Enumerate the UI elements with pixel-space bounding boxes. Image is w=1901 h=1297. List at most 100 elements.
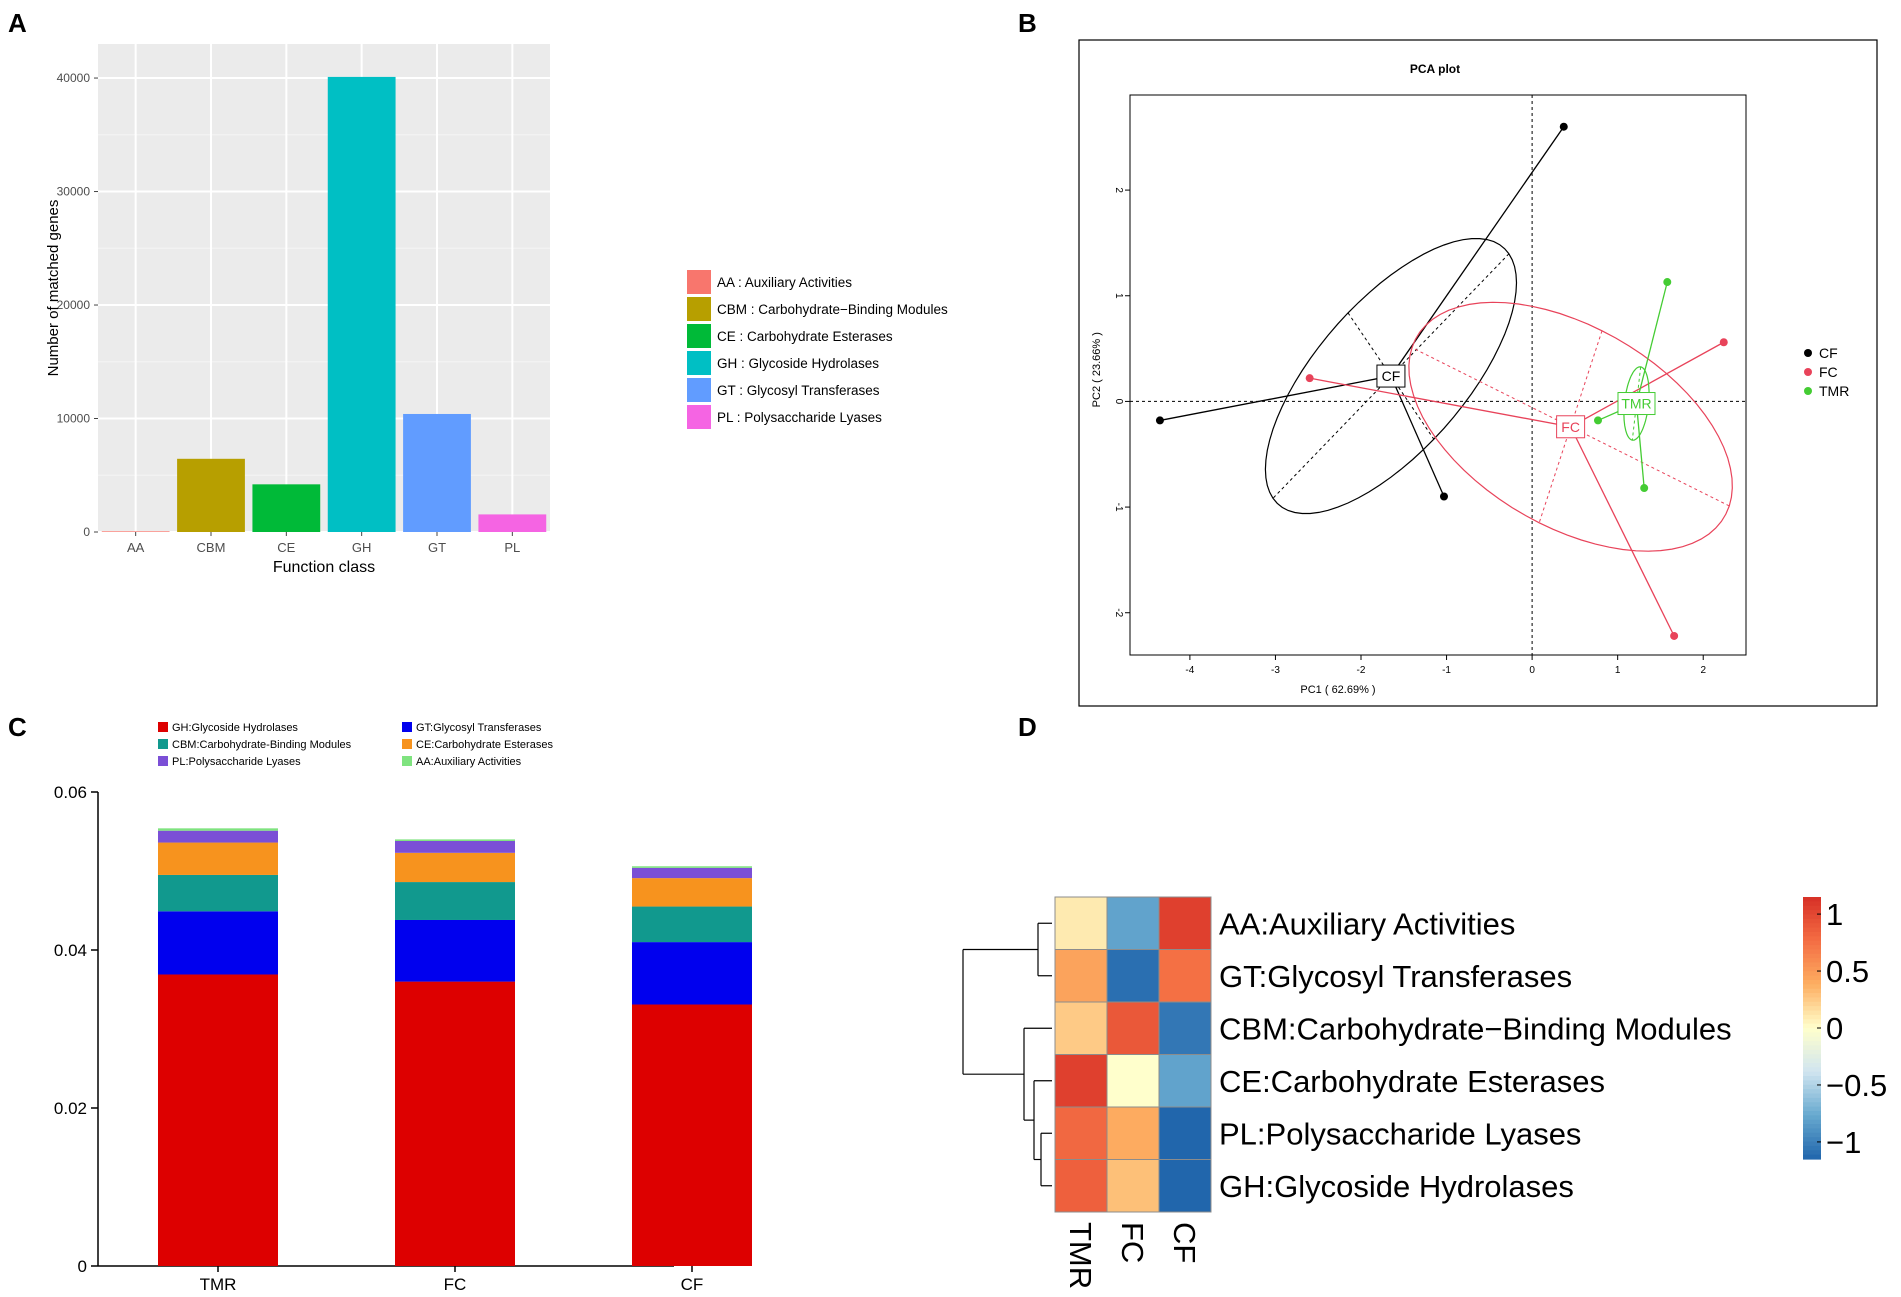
colorbar-segment xyxy=(1803,1028,1821,1033)
colorbar-segment xyxy=(1803,997,1821,1003)
legend-swatch-aa xyxy=(687,270,711,294)
spoke-cf xyxy=(1390,126,1565,377)
bar-segment-fc-ce xyxy=(395,852,515,883)
point-tmr xyxy=(1640,484,1649,493)
bar-pl xyxy=(478,514,547,532)
y-tick-label: 0 xyxy=(83,525,90,539)
centroid-label-tmr: TMR xyxy=(1621,396,1651,412)
legend-dot-cf xyxy=(1804,349,1812,357)
legend-swatch-gt xyxy=(687,378,711,402)
colorbar-segment xyxy=(1803,1093,1821,1099)
colorbar-segment xyxy=(1803,936,1821,942)
colorbar-segment xyxy=(1803,914,1821,920)
colorbar-segment xyxy=(1803,905,1821,911)
legend-label-tmr: TMR xyxy=(1819,383,1849,399)
y-axis-label: Number of matched genes xyxy=(45,200,62,377)
legend-dot-fc xyxy=(1804,368,1812,376)
heatmap-cell-tmr-gt xyxy=(1054,949,1108,1003)
panel-label-a: A xyxy=(8,8,27,38)
colorbar-segment xyxy=(1803,923,1821,929)
legend-swatch-cbm xyxy=(158,739,168,749)
row-label-gt: GT:Glycosyl Transferases xyxy=(1219,959,1572,994)
x-tick-label-fc: FC xyxy=(444,1275,467,1294)
point-tmr xyxy=(1593,416,1602,425)
legend-label-aa: AA:Auxiliary Activities xyxy=(416,756,522,768)
legend-label-pl: PL : Polysaccharide Lyases xyxy=(717,410,882,425)
x-tick-label-pl: PL xyxy=(504,540,520,555)
column-label-cf: CF xyxy=(1167,1222,1202,1263)
heatmap-cell-fc-pl xyxy=(1106,1106,1160,1160)
colorbar-segment xyxy=(1803,1071,1821,1077)
heatmap-cell-tmr-pl xyxy=(1054,1106,1108,1160)
y-tick-label: -1 xyxy=(1113,503,1124,512)
spoke-cf xyxy=(1159,375,1392,422)
colorbar-segment xyxy=(1803,1115,1821,1121)
outer-frame xyxy=(1078,39,1878,707)
row-label-cbm: CBM:Carbohydrate−Binding Modules xyxy=(1219,1011,1732,1046)
colorbar-segment xyxy=(1803,1006,1821,1012)
legend-swatch-pl xyxy=(687,405,711,429)
plot-background xyxy=(98,44,550,532)
legend-swatch-pl xyxy=(158,756,168,766)
y-tick-label: 0.02 xyxy=(54,1099,87,1118)
column-label-fc: FC xyxy=(1115,1222,1150,1263)
colorbar-segment xyxy=(1803,1076,1821,1081)
bar-segment-tmr-gh xyxy=(158,974,278,1266)
colorbar-segment xyxy=(1803,1145,1821,1151)
bar-gh xyxy=(327,76,396,533)
row-label-pl: PL:Polysaccharide Lyases xyxy=(1219,1116,1581,1151)
plot-frame xyxy=(1129,94,1747,656)
x-tick-label-gh: GH xyxy=(352,540,372,555)
legend-label-fc: FC xyxy=(1819,364,1838,380)
point-fc xyxy=(1670,631,1679,640)
colorbar-segment xyxy=(1803,1106,1821,1112)
legend-label-aa: AA : Auxiliary Activities xyxy=(717,275,852,290)
legend-label-cf: CF xyxy=(1819,345,1838,361)
panel-c-stacked-bar-chart: GH:Glycoside Hydrolases GT:Glycosyl Trans… xyxy=(54,722,752,1294)
x-tick-label: -3 xyxy=(1271,665,1280,676)
colorbar-segment xyxy=(1803,1150,1821,1156)
bar-segment-fc-gh xyxy=(395,981,515,1266)
colorbar-segment xyxy=(1803,897,1821,902)
legend-swatch-gt xyxy=(402,722,412,732)
colorbar-segment xyxy=(1803,1132,1821,1138)
y-tick-label: 0 xyxy=(1113,399,1124,405)
x-tick-label: 1 xyxy=(1615,665,1621,676)
colorbar-segment xyxy=(1803,940,1821,946)
panel-b-pca-plot: PCA plot -4 -3 -2 -1 0 1 2 -2 -1 0 1 2 PC1 ( 62.69% )… xyxy=(1078,39,1878,707)
colorbar-segment xyxy=(1803,918,1821,924)
heatmap-cell-tmr-cbm xyxy=(1054,1001,1108,1055)
bar-segment-fc-aa xyxy=(395,839,515,841)
column-label-tmr: TMR xyxy=(1063,1222,1098,1289)
x-tick-label: -1 xyxy=(1442,665,1451,676)
colorbar-tick-label: 0.5 xyxy=(1826,954,1869,989)
ellipse-major-axis-fc xyxy=(1411,347,1730,507)
y-tick-label: -2 xyxy=(1113,608,1124,617)
y-tick-label: 1 xyxy=(1113,293,1124,299)
centroid-box-fc xyxy=(1556,415,1586,439)
colorbar-tick-label: −0.5 xyxy=(1826,1068,1887,1103)
ellipse-minor-axis-fc xyxy=(1538,330,1603,523)
colorbar-segment xyxy=(1803,975,1821,981)
legend-label-gh: GH:Glycoside Hydrolases xyxy=(172,722,298,734)
ellipse-cf xyxy=(1264,238,1518,515)
heatmap-cell-cf-cbm xyxy=(1158,1001,1212,1055)
centroid-label-fc: FC xyxy=(1561,419,1580,435)
point-cf xyxy=(1155,416,1164,425)
x-tick-label-aa: AA xyxy=(127,540,145,555)
spoke-fc xyxy=(1570,341,1725,428)
spoke-fc xyxy=(1570,426,1675,637)
colorbar-tick-label: −1 xyxy=(1826,1125,1861,1160)
point-fc xyxy=(1305,374,1314,383)
colorbar-tick-label: 1 xyxy=(1826,897,1843,932)
x-tick-label-ce: CE xyxy=(277,540,295,555)
y-tick-label: 0 xyxy=(78,1257,87,1276)
y-tick-label: 0.04 xyxy=(54,941,87,960)
x-axis-label: Function class xyxy=(273,559,375,576)
bar-segment-cf-gh xyxy=(632,1004,752,1266)
heatmap-cell-cf-gt xyxy=(1158,949,1212,1003)
row-label-gh: GH:Glycoside Hydrolases xyxy=(1219,1169,1574,1204)
x-axis-label: PC1 ( 62.69% ) xyxy=(1300,684,1375,696)
centroid-box-tmr xyxy=(1617,392,1656,416)
